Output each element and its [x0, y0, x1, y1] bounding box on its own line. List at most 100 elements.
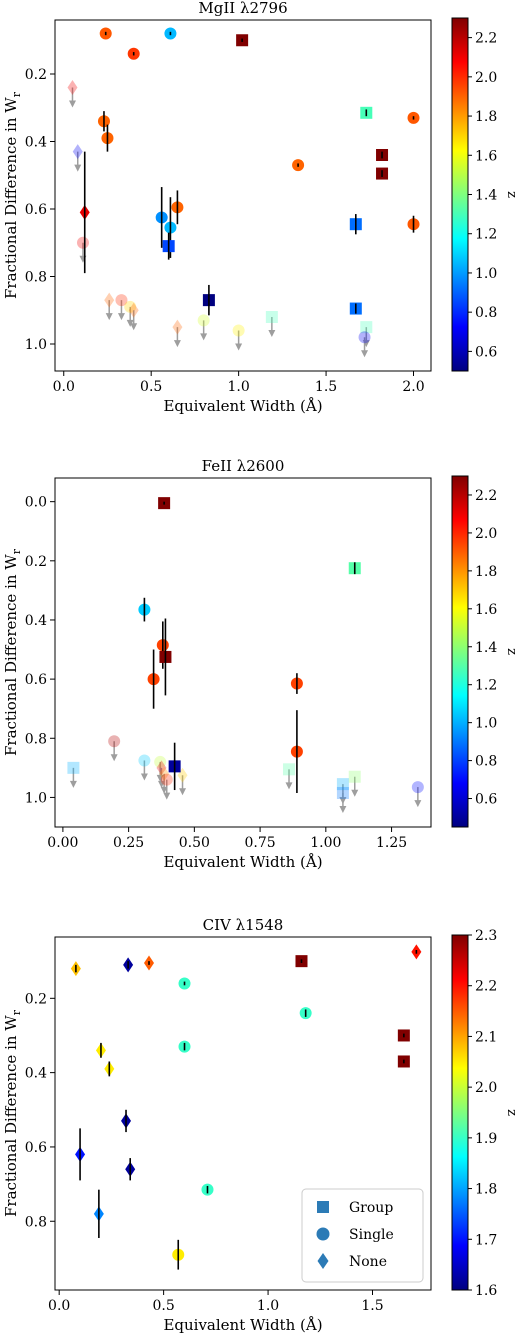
colorbar-tick-label: 2.0 [475, 1080, 497, 1096]
chart-title: CIV λ1548 [203, 916, 284, 934]
y-tick-label: 1.0 [25, 337, 47, 353]
y-tick-label: 1.0 [25, 790, 47, 806]
colorbar-label: z [504, 191, 519, 198]
legend-marker-square [317, 1201, 329, 1213]
y-tick-label: 0.4 [25, 613, 47, 629]
legend-label: Group [349, 1200, 393, 1216]
x-tick-label: 0.5 [152, 1298, 174, 1314]
colorbar-tick-label: 2.1 [475, 1029, 497, 1045]
colorbar [451, 934, 469, 1291]
upper-limit-arrow-head [110, 754, 118, 762]
upper-limit-arrow-head [285, 782, 293, 790]
upper-limit-marker [232, 324, 245, 337]
upper-limit-marker [358, 331, 371, 344]
colorbar-tick-label: 0.8 [475, 754, 497, 770]
y-axis-label-subscript: r [10, 548, 23, 554]
upper-limit-marker [348, 770, 361, 783]
colorbar-tick-label: 1.6 [475, 1283, 497, 1299]
upper-limit-marker [104, 292, 115, 308]
legend-label: Single [349, 1227, 394, 1243]
upper-limit-arrow-head [157, 780, 165, 788]
legend-marker-diamond [317, 1253, 329, 1269]
colorbar-tick-label: 2.0 [475, 526, 497, 542]
colorbar-tick-label: 1.4 [475, 188, 497, 204]
x-tick-label: 1.5 [315, 379, 337, 395]
y-tick-label: 0.4 [25, 135, 47, 151]
upper-limit-arrow-head [235, 343, 243, 351]
upper-limit-marker [128, 302, 139, 318]
y-tick-label: 0.2 [25, 991, 47, 1007]
upper-limit-marker [72, 144, 83, 160]
colorbar-tick-label: 2.0 [475, 70, 497, 86]
y-tick-label: 0.8 [25, 1214, 47, 1230]
y-tick-label: 0.4 [25, 1066, 47, 1082]
upper-limit-marker [124, 300, 137, 313]
upper-limit-arrow-head [74, 164, 82, 172]
upper-limit-marker [172, 319, 183, 335]
colorbar [451, 17, 469, 372]
legend: Group Single None [301, 1188, 424, 1283]
y-tick-label: 0.8 [25, 731, 47, 747]
upper-limit-arrow-head [200, 333, 208, 341]
chart-panel-1: MgII λ2796 0.0 0.5 1.0 1.5 2.0 0.2 0.4 0.6 0.8 1.0… [2, 0, 519, 415]
upper-limit-arrow-head [160, 786, 168, 794]
colorbar-tick-label: 2.2 [475, 979, 497, 995]
upper-limit-marker [138, 754, 151, 767]
upper-limit-marker [283, 763, 296, 776]
x-tick-label: 0.5 [140, 379, 162, 395]
chart-title: FeII λ2600 [202, 457, 285, 475]
colorbar [451, 475, 469, 828]
upper-limit-arrow-head [105, 313, 113, 321]
y-tick-label: 0.6 [25, 1140, 47, 1156]
upper-limit-marker [336, 778, 349, 791]
colorbar-tick-label: 1.2 [475, 227, 497, 243]
x-tick-label: 0.25 [113, 835, 144, 851]
upper-limit-marker [67, 761, 80, 774]
colorbar-tick-label: 0.6 [475, 344, 497, 360]
upper-limit-arrow-head [339, 805, 347, 813]
y-tick-label: 0.2 [25, 67, 47, 83]
plot-frame [54, 19, 432, 372]
y-axis-label-subscript: r [10, 1009, 23, 1015]
chart-panel-2: FeII λ2600 0.00 0.25 0.50 0.75 1.00 1.25 0.0 0.2… [2, 457, 519, 871]
upper-limit-arrow-head [361, 350, 369, 358]
y-tick-label: 0.2 [25, 554, 47, 570]
x-axis-label: Equivalent Width (Å) [163, 853, 322, 871]
upper-limit-arrow-head [117, 313, 125, 321]
colorbar-tick-label: 0.6 [475, 792, 497, 808]
legend-label: None [349, 1254, 387, 1270]
colorbar-tick-label: 1.8 [475, 564, 497, 580]
colorbar-tick-label: 1.2 [475, 678, 497, 694]
upper-limit-marker [154, 755, 167, 768]
x-axis-label: Equivalent Width (Å) [163, 397, 322, 415]
upper-limit-arrow-head [179, 788, 187, 796]
upper-limit-marker [156, 760, 167, 776]
colorbar-tick-label: 1.7 [475, 1232, 497, 1248]
colorbar-tick-label: 2.2 [475, 488, 497, 504]
upper-limit-marker [115, 294, 128, 307]
y-tick-label: 0.8 [25, 270, 47, 286]
plot-frame [54, 936, 432, 1291]
upper-limit-arrow-head [69, 780, 77, 788]
x-tick-label: 1.00 [310, 835, 341, 851]
colorbar-tick-label: 1.0 [475, 716, 497, 732]
x-tick-label: 0.00 [47, 835, 78, 851]
colorbar-tick-label: 1.0 [475, 266, 497, 282]
y-tick-label: 0.6 [25, 202, 47, 218]
x-tick-label: 1.25 [376, 835, 407, 851]
upper-limit-arrow-head [68, 100, 76, 108]
colorbar-tick-label: 1.4 [475, 640, 497, 656]
x-tick-label: 2.0 [402, 379, 424, 395]
plot-frame [54, 477, 432, 828]
x-tick-label: 0.50 [179, 835, 210, 851]
legend-marker-circle [316, 1227, 330, 1241]
upper-limit-arrow-head [163, 792, 171, 800]
upper-limit-marker [197, 314, 210, 327]
colorbar-tick-label: 1.9 [475, 1131, 497, 1147]
upper-limit-arrow-head [268, 330, 276, 337]
x-tick-label: 0.75 [245, 835, 276, 851]
x-axis-label: Equivalent Width (Å) [163, 1316, 322, 1334]
upper-limit-marker [336, 786, 349, 799]
colorbar-tick-label: 1.8 [475, 1182, 497, 1198]
